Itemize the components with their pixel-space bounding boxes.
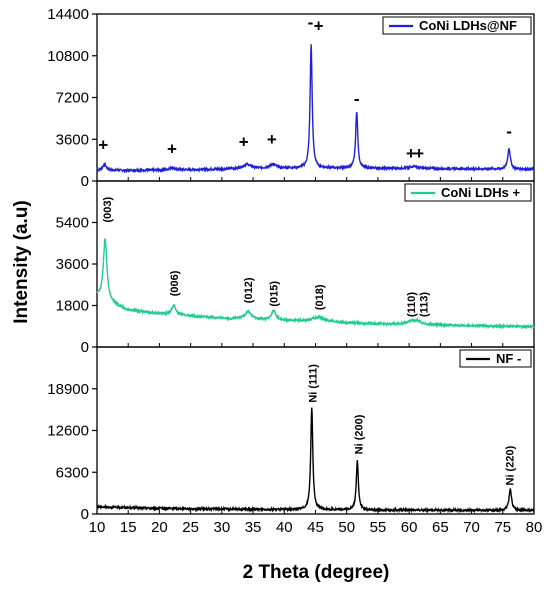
peak-label-ldh: (015): [269, 281, 281, 307]
x-tick-label: 15: [120, 519, 137, 536]
x-tick-label: 80: [526, 519, 543, 536]
x-tick-label: 20: [151, 519, 168, 536]
legend-label-ldh-nf: CoNi LDHs@NF: [419, 18, 517, 33]
phase-marker-ldh-nf: -: [506, 122, 512, 141]
phase-marker-ldh-nf: +: [406, 144, 416, 163]
y-tick-label-nf: 12600: [47, 423, 89, 440]
legend-label-ldh: CoNi LDHs +: [441, 185, 521, 200]
x-axis-title: 2 Theta (degree): [243, 562, 390, 583]
peak-label-ldh: (110): [406, 292, 418, 317]
legend-box-nf: [459, 349, 532, 368]
y-tick-label-ldh: 3600: [56, 256, 89, 273]
y-tick-label-nf: 0: [81, 506, 89, 523]
x-tick-label: 45: [307, 519, 324, 536]
peak-label-ldh: (012): [243, 277, 255, 303]
x-tick-label: 65: [432, 519, 449, 536]
legend-label-nf: NF -: [496, 351, 521, 366]
phase-marker-ldh-nf: +: [267, 130, 277, 149]
x-tick-label: 55: [370, 519, 387, 536]
y-tick-label-ldh-nf: 14400: [47, 6, 89, 23]
y-tick-label-ldh-nf: 10800: [47, 48, 89, 65]
y-tick-label-nf: 6300: [56, 464, 89, 481]
peak-label-nf: Ni (220): [505, 445, 517, 485]
peak-label-ldh: (003): [102, 196, 114, 222]
legend-box-ldh-nf: [382, 16, 532, 35]
x-tick-label: 35: [245, 519, 262, 536]
series-line-nf: [96, 407, 535, 514]
y-tick-label-ldh: 0: [81, 339, 89, 356]
phase-marker-ldh-nf: +: [239, 132, 249, 151]
y-axis-title: Intensity (a.u): [11, 200, 32, 324]
panel-frame-ldh: [96, 180, 535, 348]
x-tick-label: 75: [494, 519, 511, 536]
series-line-ldh: [96, 238, 535, 331]
y-tick-label-ldh: 5400: [56, 215, 89, 232]
x-tick-label: 70: [463, 519, 480, 536]
phase-marker-ldh-nf: +: [414, 144, 424, 163]
x-tick-label: 10: [89, 519, 106, 536]
legend-box-ldh: [404, 183, 532, 202]
y-tick-label-ldh-nf: 7200: [56, 90, 89, 107]
phase-marker-ldh-nf: +: [314, 16, 324, 35]
x-tick-label: 25: [182, 519, 199, 536]
y-tick-label-ldh: 1800: [56, 298, 89, 315]
x-tick-label: 60: [401, 519, 418, 536]
y-tick-label-nf: 18900: [47, 381, 89, 398]
x-tick-label: 30: [214, 519, 231, 536]
phase-marker-ldh-nf: -: [354, 89, 360, 108]
peak-label-nf: Ni (200): [354, 414, 366, 454]
peak-label-ldh: (018): [314, 284, 326, 310]
series-line-ldh-nf: [96, 44, 535, 174]
phase-marker-ldh-nf: +: [167, 139, 177, 158]
peak-label-ldh: (113): [419, 292, 431, 317]
x-tick-label: 40: [276, 519, 293, 536]
phase-marker-ldh-nf: +: [98, 135, 108, 154]
x-tick-label: 50: [338, 519, 355, 536]
peak-label-ldh: (006): [169, 270, 181, 296]
y-tick-label-ldh-nf: 3600: [56, 131, 89, 148]
phase-marker-ldh-nf: -: [308, 13, 314, 32]
y-tick-label-ldh-nf: 0: [81, 173, 89, 190]
peak-label-nf: Ni (111): [307, 364, 319, 403]
